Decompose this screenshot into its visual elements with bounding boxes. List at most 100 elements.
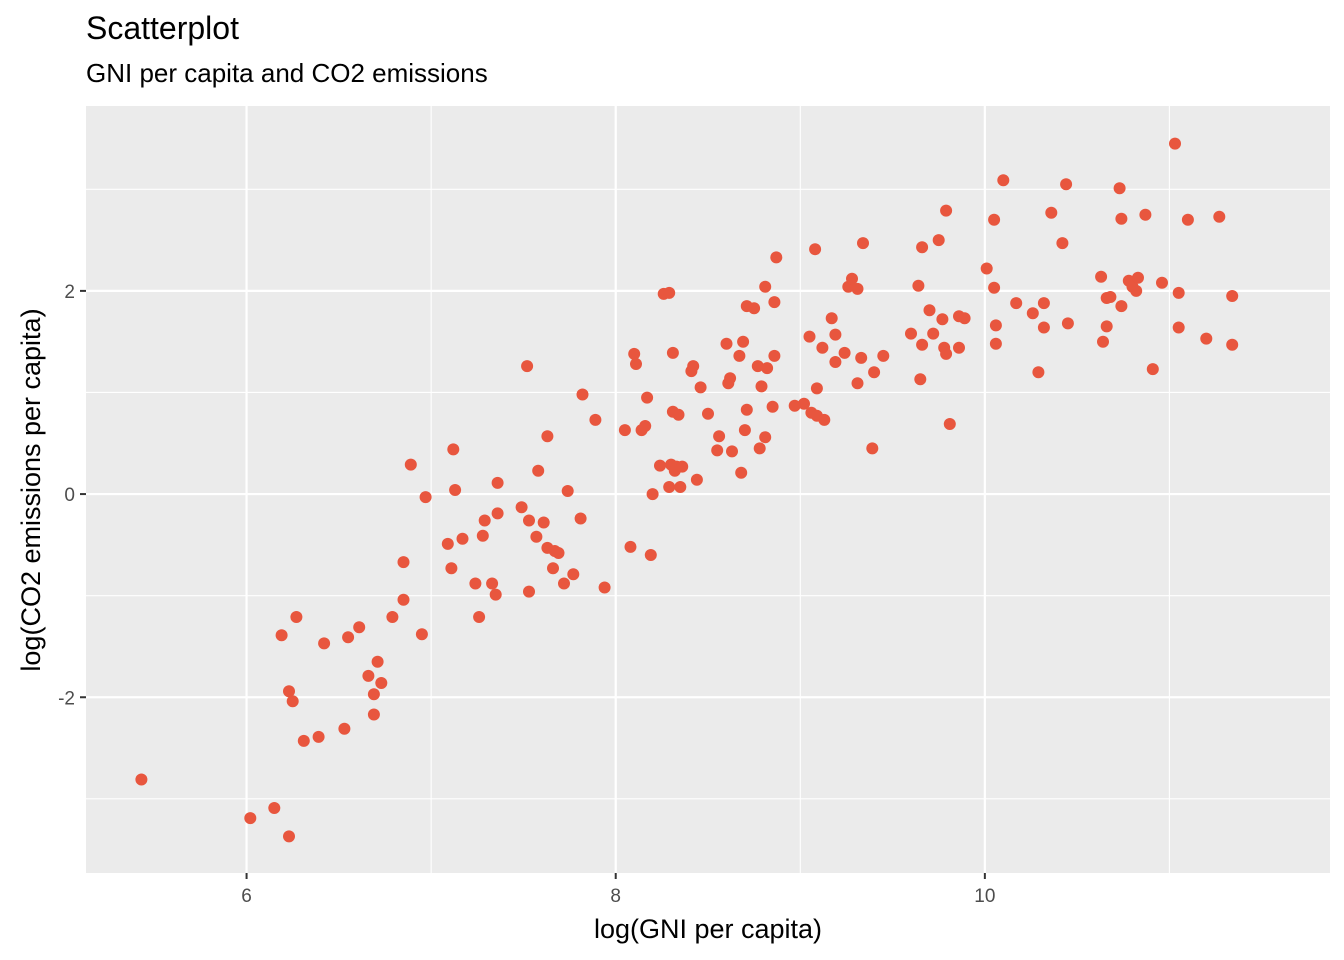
x-tick-label: 8 xyxy=(610,886,621,907)
data-point xyxy=(567,568,580,581)
data-point xyxy=(989,337,1002,350)
data-point xyxy=(759,431,772,444)
data-point xyxy=(624,540,637,553)
x-tick-label: 10 xyxy=(974,886,995,907)
data-point xyxy=(1061,317,1074,330)
data-point xyxy=(724,372,737,385)
data-point xyxy=(759,280,772,293)
data-point xyxy=(768,296,781,309)
x-tick-label: 6 xyxy=(241,886,252,907)
data-point xyxy=(415,628,428,641)
data-point xyxy=(447,443,460,456)
y-axis-title: log(CO2 emissions per capita) xyxy=(16,308,46,671)
data-point xyxy=(646,488,659,501)
data-point xyxy=(1104,291,1117,303)
data-point xyxy=(445,562,458,575)
data-point xyxy=(338,722,351,735)
data-point xyxy=(532,464,545,477)
data-point xyxy=(735,466,748,479)
data-point xyxy=(367,708,380,721)
data-point xyxy=(866,442,879,455)
data-point xyxy=(290,611,303,623)
data-point xyxy=(1060,178,1073,191)
data-point xyxy=(905,327,917,340)
data-point xyxy=(751,360,764,373)
data-point xyxy=(989,319,1002,332)
data-point xyxy=(829,356,842,368)
data-point xyxy=(630,358,642,370)
data-point xyxy=(286,695,299,708)
data-point xyxy=(342,631,355,644)
data-point xyxy=(1172,286,1185,299)
data-point xyxy=(1010,297,1023,310)
x-axis-title: log(GNI per capita) xyxy=(594,914,822,944)
data-point xyxy=(386,611,399,623)
data-point xyxy=(737,335,750,348)
data-point xyxy=(687,360,700,373)
data-point xyxy=(803,330,816,343)
data-point xyxy=(770,251,783,264)
data-point xyxy=(283,685,295,698)
data-point xyxy=(809,243,822,256)
data-point xyxy=(943,418,956,430)
data-point xyxy=(523,585,535,598)
data-point xyxy=(476,529,489,542)
data-point xyxy=(1037,321,1050,334)
data-point xyxy=(988,281,1001,294)
data-point xyxy=(1132,271,1144,284)
data-point xyxy=(598,581,611,594)
data-point xyxy=(958,312,971,325)
data-point xyxy=(988,213,1001,226)
data-point xyxy=(997,174,1010,187)
data-point xyxy=(825,312,838,325)
data-point xyxy=(318,637,331,650)
data-point xyxy=(1169,137,1181,150)
data-point xyxy=(589,413,602,426)
data-point xyxy=(753,442,766,455)
data-point xyxy=(851,377,864,390)
data-point xyxy=(816,341,829,354)
data-point xyxy=(297,734,310,747)
data-point xyxy=(702,407,714,420)
data-point xyxy=(810,382,823,395)
data-point xyxy=(694,381,707,394)
data-point xyxy=(711,444,724,457)
data-point xyxy=(868,366,881,379)
data-point xyxy=(1045,206,1058,219)
data-point xyxy=(857,237,869,250)
data-point xyxy=(953,341,965,354)
data-point xyxy=(541,430,554,443)
data-point xyxy=(1032,366,1045,379)
data-point xyxy=(367,688,380,701)
data-point xyxy=(740,403,753,416)
data-point xyxy=(846,272,858,285)
data-point xyxy=(574,512,587,525)
data-point xyxy=(456,532,469,545)
data-point xyxy=(713,430,726,443)
data-point xyxy=(1037,297,1050,310)
y-tick-label: 0 xyxy=(64,485,75,506)
data-point xyxy=(441,537,454,550)
data-point xyxy=(561,485,574,497)
data-point xyxy=(666,346,679,359)
data-point xyxy=(1095,270,1108,283)
data-point xyxy=(980,262,993,275)
data-point xyxy=(449,484,462,496)
data-point xyxy=(1172,321,1185,334)
y-axis: -2 0 2 xyxy=(58,282,86,709)
data-point xyxy=(135,773,148,786)
data-point xyxy=(720,337,733,350)
data-point xyxy=(473,611,486,623)
data-point xyxy=(1213,210,1226,223)
data-point xyxy=(469,577,482,590)
data-point xyxy=(818,413,831,426)
data-point xyxy=(798,397,810,410)
data-point xyxy=(932,234,945,247)
data-point xyxy=(530,530,543,543)
data-point xyxy=(676,460,689,473)
data-point xyxy=(912,279,925,292)
data-point xyxy=(1113,182,1126,195)
data-point xyxy=(788,399,801,412)
data-point xyxy=(515,501,528,514)
